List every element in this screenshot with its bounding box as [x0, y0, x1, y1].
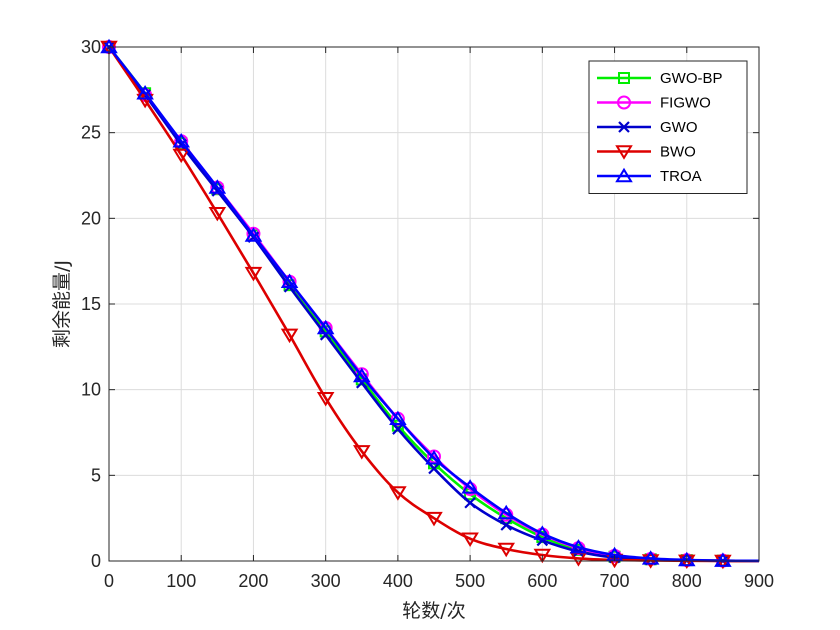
data-point — [316, 319, 335, 335]
y-tick-label: 10 — [81, 380, 101, 400]
legend-label: GWO — [660, 119, 698, 136]
data-point — [392, 423, 404, 435]
data-point — [244, 266, 263, 282]
legend-label: TROA — [660, 168, 702, 185]
legend-label: BWO — [660, 144, 696, 161]
x-tick-label: 900 — [744, 571, 774, 591]
x-tick-label: 700 — [600, 571, 630, 591]
data-point — [353, 367, 371, 383]
data-point — [353, 445, 371, 460]
legend-item: TROA — [597, 167, 702, 185]
legend-item: GWO-BP — [597, 70, 723, 87]
data-point — [464, 496, 476, 509]
data-point — [678, 551, 696, 567]
data-point — [172, 133, 190, 148]
x-tick-label: 400 — [383, 571, 413, 591]
y-tick-label: 0 — [91, 551, 101, 571]
data-point — [244, 227, 263, 242]
data-point — [425, 449, 443, 465]
data-point — [316, 391, 335, 407]
x-tick-label: 200 — [238, 571, 268, 591]
data-point — [208, 206, 227, 222]
legend-marker — [615, 145, 633, 160]
series-layer — [100, 38, 760, 570]
y-axis-title: 剩余能量/J — [51, 260, 73, 348]
legend-label: GWO-BP — [660, 70, 723, 87]
data-point — [714, 552, 732, 567]
data-point — [497, 504, 515, 520]
legend-marker — [618, 72, 630, 84]
x-tick-label: 800 — [672, 571, 702, 591]
data-point — [389, 486, 407, 501]
data-point — [533, 548, 552, 564]
legend-item: FIGWO — [597, 95, 711, 112]
series-line — [107, 46, 760, 563]
legend-item: BWO — [597, 144, 696, 161]
data-point — [428, 462, 440, 475]
x-tick-label: 600 — [527, 571, 557, 591]
data-point — [461, 532, 479, 547]
data-point — [172, 148, 190, 164]
data-point — [461, 479, 479, 494]
data-point — [280, 328, 299, 344]
data-point — [641, 550, 660, 565]
y-tick-label: 30 — [81, 37, 101, 57]
data-point — [425, 511, 443, 527]
legend-marker — [618, 121, 630, 133]
data-point — [533, 525, 552, 540]
x-axis-title: 轮数/次 — [402, 600, 465, 622]
x-tick-label: 500 — [455, 571, 485, 591]
legend-label: FIGWO — [660, 95, 711, 112]
y-tick-label: 20 — [81, 208, 101, 228]
data-point — [208, 179, 227, 194]
y-tick-label: 25 — [81, 123, 101, 143]
data-point — [280, 273, 299, 288]
y-tick-label: 15 — [81, 294, 101, 314]
data-point — [500, 519, 512, 531]
axis-ticks: 0 100 200 300 400 500 600 700 800 900 0 5 10 15 20 25 30 — [81, 37, 774, 591]
series-troa — [100, 38, 760, 567]
data-point — [136, 85, 154, 100]
data-point — [497, 542, 515, 558]
legend-marker — [617, 95, 631, 110]
x-tick-label: 0 — [104, 571, 114, 591]
data-point — [569, 539, 588, 554]
legend-item: GWO — [597, 119, 698, 136]
legend-marker — [615, 167, 633, 183]
data-point — [536, 534, 549, 547]
x-tick-label: 300 — [311, 571, 341, 591]
x-tick-label: 100 — [166, 571, 196, 591]
data-point — [389, 410, 407, 426]
y-tick-label: 5 — [91, 465, 101, 485]
legend: GWO-BP FIGWO GWO BWO TROA — [588, 60, 748, 194]
